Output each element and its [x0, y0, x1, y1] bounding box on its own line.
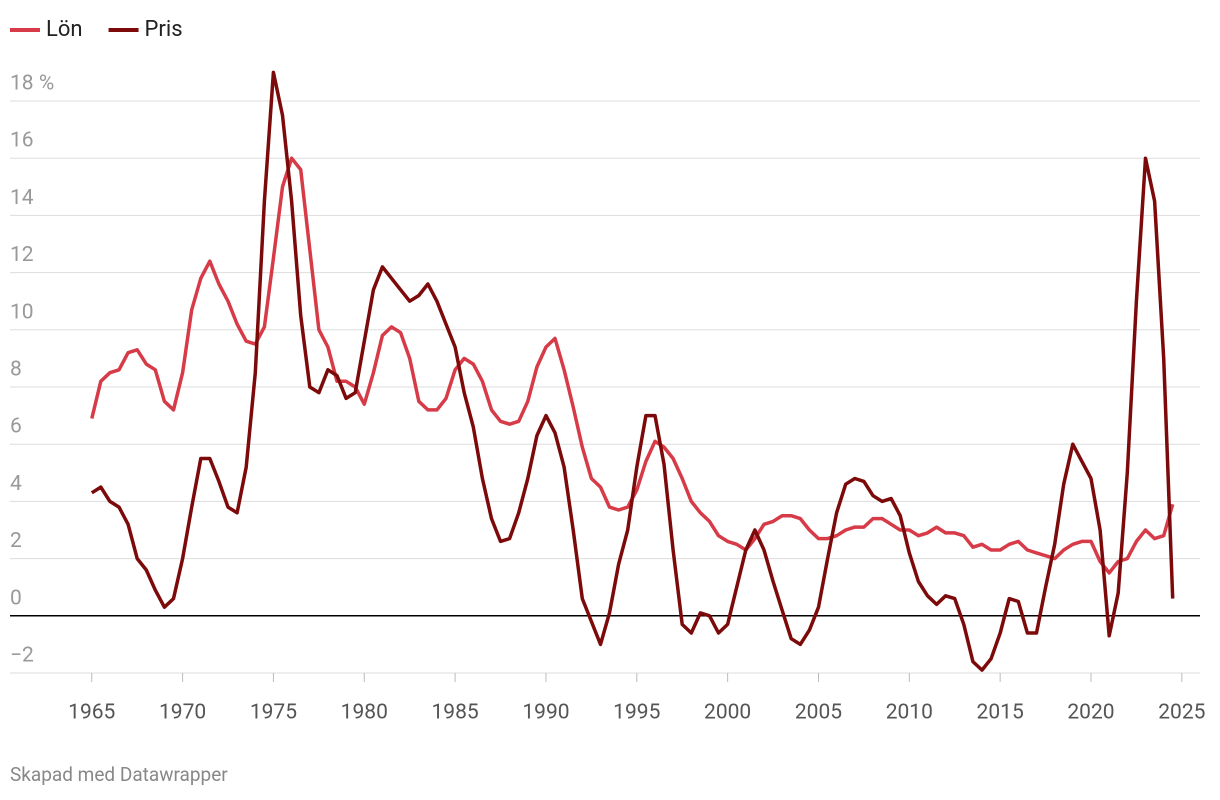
y-tick-label: 16 — [10, 129, 34, 153]
x-tick-label: 2000 — [704, 701, 751, 725]
x-tick-label: 1970 — [159, 701, 206, 725]
y-tick-label: 0 — [10, 586, 22, 610]
x-tick-label: 1990 — [522, 701, 569, 725]
x-tick-label: 1985 — [432, 701, 479, 725]
x-tick-label: 2025 — [1158, 701, 1205, 725]
y-tick-label: 4 — [10, 472, 22, 496]
x-tick-label: 2015 — [977, 701, 1024, 725]
x-tick-label: 2005 — [795, 701, 842, 725]
line-series — [90, 70, 1175, 672]
x-tick-label: 1965 — [68, 701, 115, 725]
legend-label: Lön — [46, 17, 83, 42]
y-tick-label: 12 — [10, 243, 34, 267]
y-tick-label: 10 — [10, 300, 34, 324]
x-tick-label: 1980 — [341, 701, 388, 725]
y-tick-label: 8 — [10, 358, 22, 382]
y-tick-label: −2 — [10, 644, 34, 668]
footer: Skapad med Datawrapper — [10, 763, 228, 786]
x-tick-label: 2020 — [1067, 701, 1114, 725]
y-tick-label: 14 — [10, 186, 34, 210]
legend-label: Pris — [145, 17, 183, 42]
x-tick-label: 1975 — [250, 701, 297, 725]
x-tick-label: 2010 — [886, 701, 933, 725]
y-tick-label: 6 — [10, 415, 22, 439]
y-tick-label: 2 — [10, 529, 22, 553]
x-tick-label: 1995 — [613, 701, 660, 725]
y-tick-label: 18 % — [10, 72, 54, 96]
